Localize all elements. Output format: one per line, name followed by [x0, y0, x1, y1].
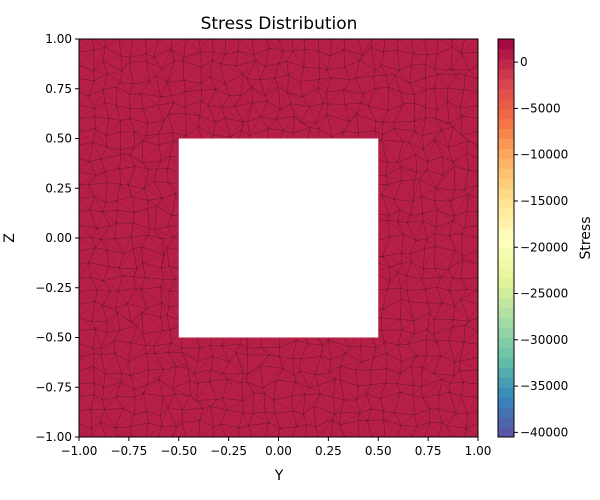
colorbar-segment [498, 357, 514, 368]
colorbar-segment [498, 407, 514, 418]
y-axis-label: Z [2, 233, 18, 243]
colorbar-segment [498, 367, 514, 378]
colorbar-frame [497, 38, 515, 438]
colorbar-tick-label: −10000 [520, 148, 568, 162]
colorbar-segment [498, 277, 514, 289]
y-tick-label: 0.00 [45, 231, 72, 245]
colorbar-segment [498, 158, 514, 169]
colorbar-segment [498, 257, 514, 269]
x-tick-label: −1.00 [61, 444, 98, 458]
colorbar-segment [498, 208, 514, 219]
colorbar-segment [498, 267, 514, 279]
y-tick-label: −0.25 [35, 281, 72, 295]
colorbar-segment [498, 397, 514, 408]
colorbar-segment [498, 427, 514, 438]
colorbar-tick-label: −30000 [520, 333, 568, 347]
colorbar-segment [498, 327, 514, 338]
colorbar-tick-label: 0 [520, 55, 528, 69]
colorbar-segment [498, 108, 514, 120]
y-tick-label: 0.25 [45, 181, 72, 195]
colorbar-segment [498, 58, 514, 70]
colorbar-segment [498, 287, 514, 299]
colorbar-segment [498, 317, 514, 329]
plot-area [78, 38, 479, 438]
colorbar-segment [498, 118, 514, 130]
y-tick-label: 0.75 [45, 82, 72, 96]
y-tick-label: 1.00 [45, 32, 72, 46]
colorbar-segment [498, 168, 514, 179]
colorbar-segment [498, 417, 514, 428]
colorbar-segment [498, 39, 514, 50]
x-tick-label: 0.50 [365, 444, 392, 458]
colorbar-segment [498, 68, 514, 80]
colorbar-tick-label: −25000 [520, 287, 568, 301]
colorbar: 0 −5000 −10000 −15000 −20000 −25000 −30000 −350… [497, 38, 568, 439]
colorbar-segment [498, 48, 514, 60]
x-axis: −1.00 −0.75 −0.50 −0.25 0.00 0.25 0.50 0.75 1.00 [61, 437, 492, 458]
colorbar-segment [498, 198, 514, 209]
y-tick-label: 0.50 [45, 132, 72, 146]
colorbar-segment [498, 188, 514, 199]
colorbar-segment [498, 337, 514, 348]
colorbar-segment [498, 78, 514, 90]
colorbar-segment [498, 297, 514, 309]
colorbar-segment [498, 128, 514, 139]
colorbar-segment [498, 247, 514, 259]
y-tick-label: −0.75 [35, 380, 72, 394]
colorbar-tick-label: −40000 [520, 425, 568, 439]
colorbar-tick-label: −20000 [520, 240, 568, 254]
x-tick-label: 1.00 [465, 444, 492, 458]
colorbar-label: Stress [578, 216, 594, 259]
colorbar-segment [498, 228, 514, 239]
colorbar-segment [498, 98, 514, 110]
colorbar-segment [498, 387, 514, 398]
colorbar-segment [498, 347, 514, 358]
colorbar-segment [498, 88, 514, 100]
y-tick-label: −0.50 [35, 331, 72, 345]
colorbar-tick-label: −35000 [520, 379, 568, 393]
x-tick-label: −0.75 [110, 444, 147, 458]
x-tick-label: 0.25 [315, 444, 342, 458]
colorbar-segment [498, 148, 514, 159]
colorbar-segment [498, 377, 514, 388]
x-tick-label: 0.00 [265, 444, 292, 458]
colorbar-tick-label: −15000 [520, 194, 568, 208]
x-tick-label: −0.50 [160, 444, 197, 458]
colorbar-segment [498, 218, 514, 229]
colorbar-segment [498, 307, 514, 319]
hole-region [178, 138, 379, 338]
colorbar-segment [498, 178, 514, 189]
colorbar-tick-label: −5000 [520, 101, 561, 115]
y-axis: −1.00 −0.75 −0.50 −0.25 0.00 0.25 0.50 0.75 1.00 [35, 32, 79, 444]
x-tick-label: −0.25 [210, 444, 247, 458]
colorbar-segment [498, 138, 514, 149]
y-tick-label: −1.00 [35, 430, 72, 444]
colorbar-segment [498, 238, 514, 249]
chart-title: Stress Distribution [201, 14, 358, 34]
x-tick-label: 0.75 [415, 444, 442, 458]
x-axis-label: Y [274, 468, 284, 484]
